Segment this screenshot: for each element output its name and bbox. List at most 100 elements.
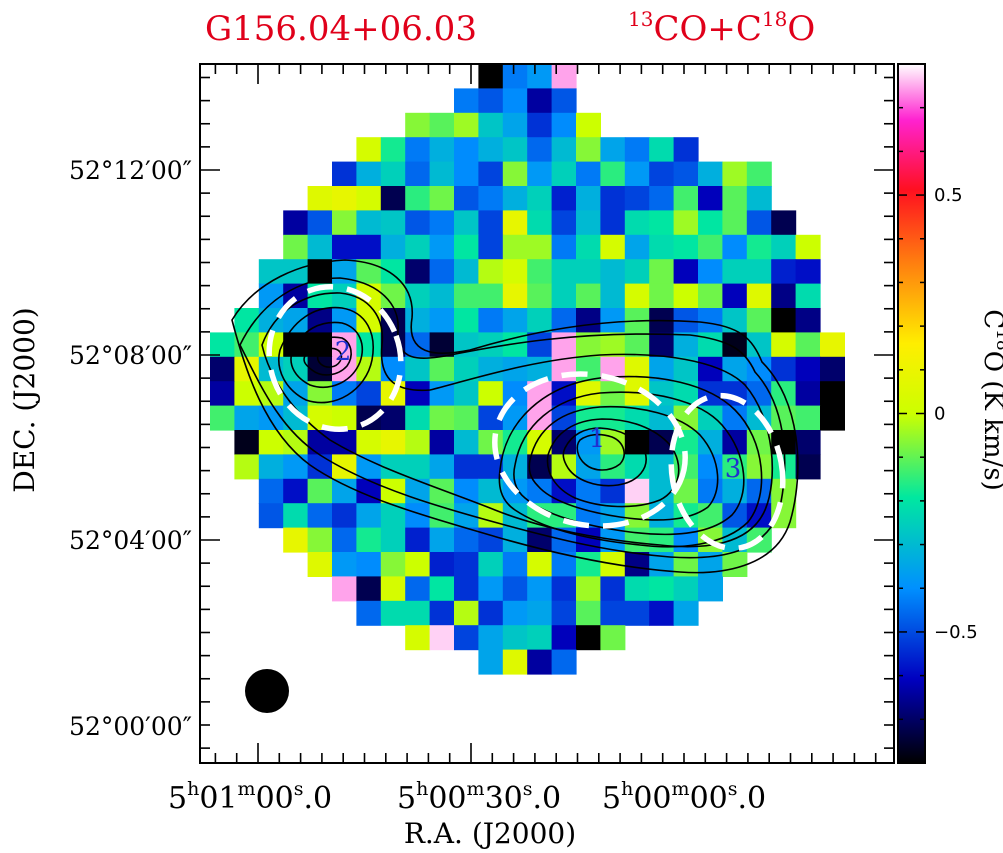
heatmap-pixel bbox=[478, 64, 504, 89]
heatmap-pixel bbox=[478, 88, 504, 114]
heatmap-pixel bbox=[527, 161, 553, 187]
heatmap-pixel bbox=[307, 552, 333, 577]
heatmap-pixel bbox=[698, 234, 723, 260]
heatmap-pixel bbox=[551, 259, 577, 285]
heatmap-pixel bbox=[600, 308, 626, 333]
heatmap-pixel bbox=[600, 161, 626, 187]
heatmap-pixel bbox=[576, 308, 601, 333]
heatmap-pixel bbox=[283, 478, 309, 504]
heatmap-pixel bbox=[649, 283, 675, 309]
heatmap-pixel bbox=[624, 552, 650, 577]
heatmap-pixel bbox=[356, 210, 382, 236]
heatmap-pixel bbox=[380, 430, 406, 455]
heatmap-pixel bbox=[307, 503, 333, 529]
heatmap-pixel bbox=[698, 283, 723, 309]
heatmap-pixel bbox=[307, 430, 333, 455]
heatmap-pixel bbox=[698, 210, 723, 236]
heatmap-pixel bbox=[405, 259, 431, 285]
heatmap-pixel bbox=[624, 576, 650, 602]
heatmap-pixel bbox=[405, 137, 431, 163]
heatmap-pixel bbox=[307, 478, 333, 504]
heatmap-pixel bbox=[746, 381, 772, 407]
colorbar-label: C18O (K km/s) bbox=[978, 309, 1003, 491]
heatmap-pixel bbox=[746, 308, 772, 333]
heatmap-pixel bbox=[551, 283, 577, 309]
heatmap-pixel bbox=[551, 600, 577, 626]
heatmap-pixel bbox=[478, 552, 504, 577]
heatmap-pixel bbox=[698, 308, 723, 333]
heatmap-pixel bbox=[527, 478, 553, 504]
heatmap-pixel bbox=[478, 649, 504, 675]
heatmap-pixel bbox=[478, 576, 504, 602]
heatmap-pixel bbox=[600, 478, 626, 504]
contour-line bbox=[498, 375, 763, 548]
heatmap-pixel bbox=[502, 600, 528, 626]
heatmap-pixel bbox=[576, 137, 601, 163]
heatmap-pixel bbox=[405, 405, 431, 431]
heatmap-pixel bbox=[746, 161, 772, 187]
heatmap-pixel bbox=[722, 161, 748, 187]
heatmap-pixel bbox=[624, 332, 650, 358]
heatmap-pixel bbox=[405, 600, 431, 626]
heatmap-pixel bbox=[722, 503, 748, 529]
heatmap-pixel bbox=[478, 283, 504, 309]
heatmap-pixel bbox=[454, 454, 479, 480]
clump-ellipses bbox=[266, 284, 786, 552]
y-tick-label: 52°04′00″ bbox=[69, 526, 192, 555]
heatmap-pixel bbox=[234, 405, 260, 431]
heatmap-pixel bbox=[283, 210, 309, 236]
heatmap-pixel bbox=[478, 625, 504, 651]
heatmap-pixel bbox=[795, 405, 821, 431]
heatmap-pixel bbox=[405, 625, 431, 651]
heatmap-pixel bbox=[478, 527, 504, 553]
heatmap-pixel bbox=[356, 186, 382, 211]
colorbar-ticks bbox=[898, 63, 925, 764]
heatmap-pixel bbox=[429, 161, 455, 187]
heatmap-pixel bbox=[820, 356, 845, 382]
heatmap-pixel bbox=[576, 259, 601, 285]
y-tick-label: 52°08′00″ bbox=[69, 341, 192, 370]
heatmap-pixel bbox=[380, 161, 406, 187]
heatmap-pixel bbox=[405, 430, 431, 455]
heatmap-pixel bbox=[527, 356, 553, 382]
heatmap-pixel bbox=[551, 137, 577, 163]
heatmap-pixel bbox=[649, 576, 675, 602]
heatmap-pixel bbox=[234, 454, 260, 480]
heatmap-pixel bbox=[576, 552, 601, 577]
heatmap-pixel bbox=[527, 332, 553, 358]
heatmap-pixel bbox=[698, 259, 723, 285]
heatmap-pixel bbox=[454, 186, 479, 211]
heatmap-pixel bbox=[576, 625, 601, 651]
heatmap-pixel bbox=[332, 503, 357, 529]
heatmap-pixel bbox=[502, 259, 528, 285]
heatmap-pixel bbox=[429, 283, 455, 309]
heatmap-pixel bbox=[429, 186, 455, 211]
heatmap-pixel bbox=[576, 576, 601, 602]
heatmap-pixel bbox=[527, 210, 553, 236]
heatmap-pixel bbox=[527, 137, 553, 163]
contour-line bbox=[278, 306, 374, 404]
heatmap-pixel bbox=[576, 112, 601, 138]
heatmap-pixel bbox=[356, 308, 382, 333]
heatmap-pixel bbox=[673, 332, 699, 358]
heatmap-pixel bbox=[746, 259, 772, 285]
heatmap-pixel bbox=[722, 283, 748, 309]
heatmap-pixel bbox=[698, 186, 723, 211]
heatmap-pixel bbox=[429, 308, 455, 333]
contour-line bbox=[239, 277, 786, 559]
heatmap-pixel bbox=[600, 210, 626, 236]
heatmap-pixel bbox=[551, 161, 577, 187]
heatmap-pixel bbox=[356, 454, 382, 480]
y-tick-label: 52°00′00″ bbox=[69, 712, 192, 741]
heatmap-pixel bbox=[332, 210, 357, 236]
heatmap-pixel bbox=[380, 137, 406, 163]
heatmap-pixel bbox=[405, 234, 431, 260]
heatmap-pixel bbox=[527, 625, 553, 651]
heatmap-pixel bbox=[405, 454, 431, 480]
heatmap-pixel bbox=[673, 576, 699, 602]
heatmap-pixel bbox=[673, 356, 699, 382]
heatmap-pixel bbox=[405, 576, 431, 602]
heatmap-pixel bbox=[820, 405, 845, 431]
heatmap-pixel bbox=[600, 283, 626, 309]
